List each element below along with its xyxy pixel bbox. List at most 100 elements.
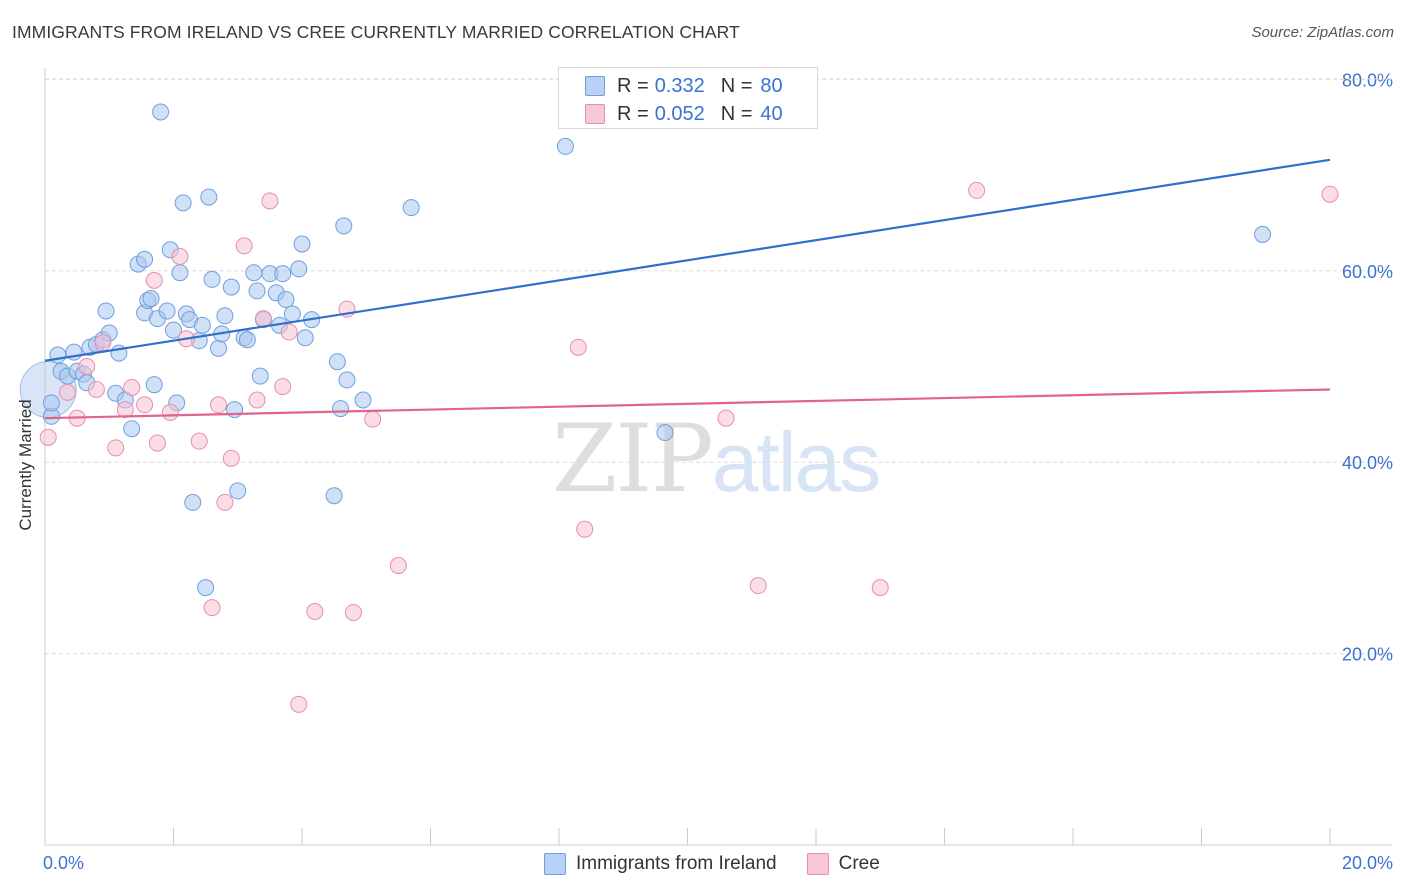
- stats-legend: R = 0.332 N = 80 R = 0.052 N = 40: [558, 67, 818, 129]
- trend-line-ireland: [44, 158, 1331, 362]
- data-point-cree: [235, 237, 253, 255]
- data-point-ireland: [354, 391, 372, 409]
- data-point-ireland: [209, 339, 227, 357]
- data-point-ireland: [290, 260, 308, 278]
- data-point-ireland: [171, 264, 189, 282]
- data-point-ireland: [277, 291, 295, 309]
- y-tick-label: 20.0%: [1342, 645, 1393, 665]
- data-point-ireland: [142, 290, 160, 308]
- data-point-cree: [171, 247, 189, 265]
- data-point-cree: [190, 432, 208, 450]
- data-point-cree: [254, 310, 272, 328]
- data-point-ireland: [656, 424, 674, 442]
- data-point-ireland: [245, 264, 263, 282]
- data-point-cree: [749, 577, 767, 595]
- legend-n-label: N =: [720, 102, 753, 125]
- legend-r-value: 0.332: [654, 74, 705, 97]
- data-point-cree: [717, 409, 735, 427]
- data-point-cree: [389, 557, 407, 575]
- data-point-ireland: [203, 270, 221, 288]
- data-point-ireland: [222, 278, 240, 296]
- data-point-cree: [274, 378, 292, 396]
- data-point-cree: [116, 401, 134, 419]
- data-point-cree: [39, 428, 57, 446]
- legend-n-label: N =: [720, 74, 753, 97]
- data-point-cree: [58, 383, 76, 401]
- series-swatch-blue: [544, 853, 566, 875]
- data-point-cree: [136, 396, 154, 414]
- data-point-cree: [203, 599, 221, 617]
- legend-row-ireland: R = 0.332 N = 80: [585, 72, 783, 100]
- data-point-ireland: [136, 250, 154, 268]
- y-tick-label: 80.0%: [1342, 70, 1393, 90]
- data-point-ireland: [158, 302, 176, 320]
- data-point-cree: [576, 520, 594, 538]
- data-point-cree: [364, 410, 382, 428]
- data-point-cree: [107, 439, 125, 457]
- data-point-ireland: [274, 265, 292, 283]
- series-legend-ireland[interactable]: Immigrants from Ireland: [544, 853, 777, 875]
- data-point-ireland: [165, 321, 182, 339]
- data-point-ireland: [238, 331, 256, 349]
- legend-row-cree: R = 0.052 N = 40: [585, 100, 783, 128]
- data-point-cree: [344, 603, 362, 621]
- data-point-ireland: [145, 376, 163, 394]
- y-tick-label: 60.0%: [1342, 262, 1393, 282]
- data-point-cree: [222, 449, 240, 467]
- data-point-ireland: [1254, 225, 1272, 243]
- data-point-cree: [290, 695, 308, 713]
- source-label: Source: ZipAtlas.com: [1251, 24, 1394, 41]
- legend-r-label: R =: [617, 74, 649, 97]
- data-point-cree: [216, 493, 234, 511]
- data-point-ireland: [335, 217, 353, 235]
- data-point-ireland: [174, 194, 192, 212]
- data-point-ireland: [200, 188, 218, 206]
- legend-r-value: 0.052: [654, 102, 705, 125]
- trend-line-cree: [44, 388, 1331, 420]
- data-point-ireland: [193, 316, 211, 334]
- data-point-cree: [209, 396, 227, 414]
- x-tick-label: 0.0%: [43, 853, 84, 873]
- data-point-cree: [123, 379, 141, 397]
- data-point-ireland: [402, 199, 420, 217]
- legend-n-value: 40: [760, 102, 783, 125]
- data-point-cree: [248, 391, 266, 409]
- data-point-ireland: [197, 579, 215, 597]
- data-point-cree: [306, 602, 324, 620]
- data-point-ireland: [556, 137, 574, 155]
- data-point-ireland: [293, 235, 311, 253]
- data-point-cree: [94, 334, 112, 352]
- data-point-cree: [968, 181, 986, 199]
- data-point-ireland: [248, 282, 266, 300]
- data-point-ireland: [216, 307, 234, 325]
- series-legend-cree[interactable]: Cree: [806, 853, 880, 875]
- data-point-cree: [145, 271, 163, 289]
- legend-swatch-blue: [585, 76, 605, 96]
- data-point-ireland: [338, 371, 356, 389]
- data-point-ireland: [251, 367, 269, 385]
- y-axis-label-wrap: Currently Married: [14, 300, 38, 630]
- data-point-ireland: [332, 400, 350, 418]
- data-point-ireland: [283, 305, 301, 323]
- y-tick-label: 40.0%: [1342, 453, 1393, 473]
- data-point-cree: [148, 434, 166, 452]
- data-point-cree: [280, 323, 298, 341]
- data-point-cree: [261, 192, 279, 210]
- data-point-cree: [78, 358, 96, 375]
- data-point-cree: [1321, 185, 1339, 203]
- legend-swatch-pink: [585, 104, 605, 124]
- series-legend: Immigrants from Ireland Cree: [544, 852, 910, 876]
- data-point-ireland: [296, 329, 314, 347]
- data-point-ireland: [42, 394, 60, 412]
- data-point-cree: [87, 380, 105, 398]
- data-point-ireland: [97, 302, 115, 320]
- legend-n-value: 80: [760, 74, 783, 97]
- series-label-ireland: Immigrants from Ireland: [576, 853, 777, 874]
- data-point-cree: [569, 338, 587, 356]
- data-point-cree: [161, 403, 179, 421]
- chart-title: IMMIGRANTS FROM IRELAND VS CREE CURRENTL…: [12, 22, 740, 42]
- data-point-ireland: [325, 487, 343, 505]
- legend-r-label: R =: [617, 102, 649, 125]
- data-point-ireland: [328, 353, 346, 371]
